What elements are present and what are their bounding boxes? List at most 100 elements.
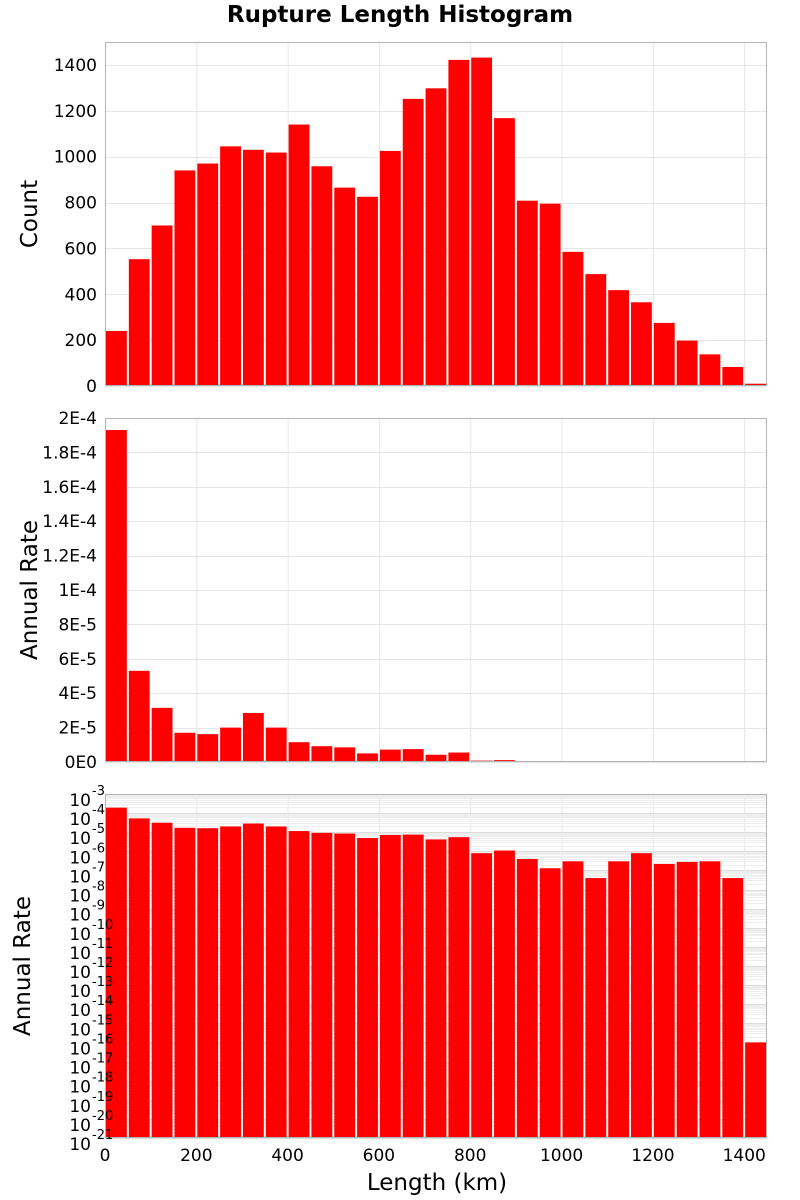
y-tick-exponent: -17 [92,1052,113,1067]
bars [106,807,766,1138]
x-tick-label: 600 [363,1146,395,1166]
y-tick-label: 10 [69,1135,91,1155]
y-tick-exponent: -20 [92,1109,113,1124]
bar [402,98,424,387]
y-tick-label: 1400 [54,56,97,76]
bar [128,259,150,386]
y-tick-label: 0 [86,377,97,397]
bar [745,383,766,386]
y-tick-exponent: -14 [92,994,113,1009]
bar [220,826,241,1138]
y-tick-exponent: -16 [92,1032,113,1047]
bar [242,823,264,1138]
bar [334,187,356,386]
x-tick-label: 400 [271,1146,303,1166]
y-tick-label: 10 [69,887,91,907]
bar [471,853,493,1138]
bar [151,707,173,762]
bars [106,430,766,762]
panel-rate_log: 10-310-410-510-610-710-810-910-1010-1110… [10,784,767,1155]
bar [265,826,287,1138]
y-tick-label: 10 [69,982,91,1002]
panel-rate_linear: 0E0 2E-5 4E-5 6E-5 8E-5 1E-4 1.2E-4 1.4E-4 1.6E-… [17,409,767,773]
y-tick-label: 6E-5 [58,650,97,670]
x-tick-label: 1200 [631,1146,674,1166]
bar [197,828,219,1138]
bar [631,302,652,386]
y-tick-label: 10 [69,1078,91,1098]
bar [722,878,744,1138]
y-tick-label: 4E-5 [58,684,97,704]
bar [174,827,196,1138]
bar [676,340,698,386]
bar [539,203,561,386]
y-tick-label: 10 [69,791,91,811]
panel-count: 0 200 400 600 800 1000 1200 1400 Count [17,42,767,397]
y-tick-label: 10 [69,1097,91,1117]
bar [288,742,310,762]
bar [311,746,333,762]
bar [265,152,287,386]
bar [106,330,127,386]
bar [562,251,584,386]
bar [699,861,721,1138]
y-tick-label: 10 [69,925,91,945]
x-tick-label: 800 [454,1146,486,1166]
bar [585,274,607,386]
bar [471,57,493,387]
bar [128,670,150,762]
bar [379,749,401,762]
x-tick-label: 1400 [723,1146,766,1166]
y-tick-label: 1E-4 [58,581,97,601]
y-tick-label: 10 [69,848,91,868]
y-tick-label: 10 [69,906,91,926]
bar [220,146,241,386]
x-tick-label: 0 [100,1146,111,1166]
y-tick-exponent: -7 [92,860,105,875]
bar [608,290,630,386]
bar [106,807,127,1138]
bar [106,430,127,762]
bar [676,861,698,1138]
y-axis-label: Count [17,180,43,248]
bar [653,322,675,386]
y-tick-exponent: -18 [92,1071,113,1086]
y-tick-exponent: -10 [92,918,113,933]
x-axis-label: Length (km) [367,1170,507,1196]
y-tick-label: 10 [69,829,91,849]
bar [357,837,378,1138]
y-tick-label: 1.2E-4 [42,547,97,567]
bar [608,861,630,1138]
y-tick-label: 1200 [54,102,97,122]
y-tick-exponent: -21 [92,1128,113,1143]
bar [357,753,378,762]
y-tick-label: 200 [65,331,97,351]
y-tick-label: 10 [69,1116,91,1136]
y-tick-label: 600 [65,239,97,259]
y-tick-label: 2E-4 [58,409,97,429]
bar [425,754,447,762]
bar [379,834,401,1138]
bar [494,118,515,386]
bar [151,225,173,386]
bar [242,712,264,762]
y-tick-label: 10 [69,810,91,830]
x-tick-labels: 0 200 400 600 800 1000 1200 1400 [100,1146,766,1166]
bar [722,366,744,386]
y-tick-label: 10 [69,1001,91,1021]
y-tick-label: 800 [65,194,97,214]
bar [334,747,356,762]
bar [562,861,584,1138]
y-tick-label: 10 [69,944,91,964]
bar [220,727,241,762]
x-tick-label: 200 [180,1146,212,1166]
y-axis-label: Annual Rate [17,520,43,660]
y-tick-exponent: -4 [92,803,105,818]
bar [128,818,150,1138]
plot-border [105,418,767,762]
bar [174,732,196,762]
bar [334,833,356,1138]
y-tick-exponent: -9 [92,899,105,914]
plot-border [105,42,767,386]
